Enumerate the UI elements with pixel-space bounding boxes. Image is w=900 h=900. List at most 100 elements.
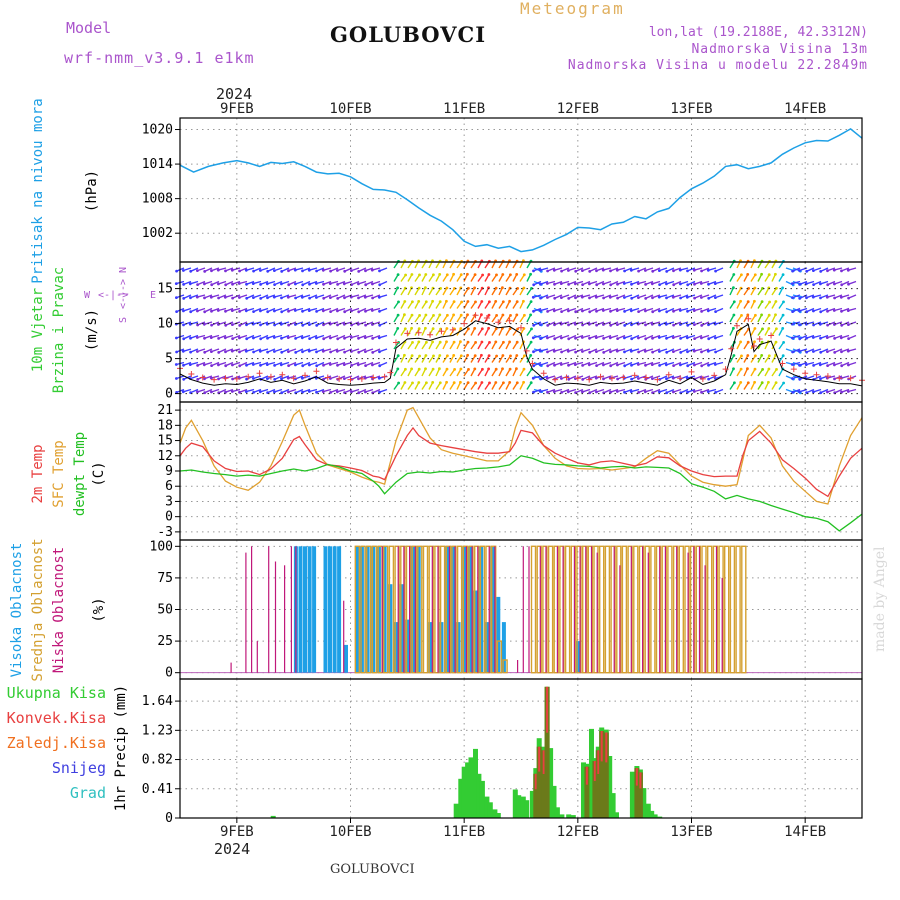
wind-arrow-head	[644, 283, 647, 286]
gust-mark	[608, 375, 615, 382]
wind-arrow-head	[644, 323, 647, 327]
wind-arrow-head	[223, 336, 227, 340]
wind-arrow-head	[273, 309, 276, 313]
wind-arrow-head	[175, 269, 179, 273]
wind-arrow-head	[252, 296, 255, 299]
precip-legend-item: Snijeg	[52, 759, 106, 777]
wind-arrow-head	[411, 300, 414, 304]
wind-arrow-head	[615, 349, 619, 353]
total-precip-bar	[652, 814, 658, 818]
wind-arrow-head	[417, 327, 421, 331]
wind-arrow-head	[410, 273, 414, 276]
wind-arrow-head	[508, 299, 511, 303]
wind-arrow-head	[396, 273, 400, 276]
wind-arrow-head	[629, 309, 633, 313]
wind-arrow-head	[567, 283, 570, 286]
top-date-label: 10FEB	[329, 101, 371, 117]
bottom-date-label: 12FEB	[557, 824, 599, 840]
wind-arrow-head	[217, 296, 221, 300]
wind-arrow-head	[774, 381, 778, 384]
wind-arrow-head	[714, 336, 717, 340]
wind-arrow-head	[644, 309, 647, 313]
wind-arrow-head	[539, 296, 542, 300]
wind-arrow-head	[665, 377, 668, 381]
wind-panel: 0 5 10 15	[157, 259, 865, 403]
wind-arrow-head	[210, 350, 213, 353]
wind-arrow-head	[615, 268, 619, 272]
high-cloud-bar	[456, 622, 461, 673]
wind-arrow-head	[459, 380, 462, 384]
wind-arrow-head	[529, 300, 533, 303]
wind-arrow-head	[644, 363, 647, 367]
wind-arrow-head	[459, 354, 463, 358]
wind-arrow-head	[581, 283, 584, 286]
wind-arrow-head	[692, 349, 696, 353]
mid-cloud-bar	[729, 545, 736, 674]
mid-cloud-bar	[610, 545, 616, 674]
wind-arrow-head	[531, 336, 535, 340]
wind-arrow-head	[336, 363, 339, 367]
wind-arrow-head	[418, 354, 421, 358]
wind-arrow-head	[539, 282, 542, 286]
wind-arrow-head	[532, 350, 535, 354]
total-precip-bar	[559, 814, 565, 818]
wind-arrow-head	[322, 296, 326, 300]
wind-arrow-head	[580, 336, 584, 339]
high-cloud-bar	[365, 546, 370, 673]
mid-cloud-bar	[604, 545, 611, 674]
mid-cloud-bar	[701, 545, 707, 674]
wind-arrow-head	[231, 337, 235, 340]
wind-arrow-head	[714, 296, 717, 299]
wind-arrow-head	[336, 297, 340, 300]
wind-arrow-head	[480, 353, 483, 357]
wind-arrow-head	[301, 309, 304, 313]
conv-precip-cap	[546, 686, 549, 733]
ytick-label: 0	[165, 510, 173, 525]
wind-arrow-head	[567, 297, 571, 300]
wind-arrow-head	[553, 337, 557, 341]
ytick-label: 15	[157, 434, 173, 449]
gust-mark	[790, 366, 797, 373]
wind-arrow-head	[686, 309, 689, 313]
wind-arrow-head	[175, 391, 179, 394]
wind-arrow-head	[754, 354, 757, 358]
wind-arrow-head	[818, 322, 822, 326]
wind-arrow-head	[203, 310, 207, 314]
wind-arrow-head	[446, 313, 449, 317]
wind-arrow-head	[203, 270, 207, 273]
wind-arrow-head	[567, 323, 570, 327]
mid-cloud-bar	[735, 545, 741, 674]
wind-arrow-head	[189, 350, 193, 354]
wind-arrow-head	[650, 363, 654, 366]
high-cloud-bar	[445, 546, 450, 673]
wind-arrow-head	[210, 309, 213, 313]
wind-arrow-head	[466, 340, 470, 344]
wind-arrow-head	[798, 309, 801, 313]
ytick-label: 12	[157, 449, 173, 464]
wind-arrow-head	[826, 390, 829, 394]
wind-arrow-head	[342, 282, 346, 286]
wind-arrow-head	[679, 337, 682, 340]
wind-arrow-head	[573, 282, 577, 286]
wind-arrow-head	[466, 353, 469, 357]
ytick-label: 1.23	[142, 723, 173, 738]
gust-mark	[677, 375, 684, 382]
wind-arrow-head	[371, 282, 374, 286]
total-precip-bar	[566, 814, 572, 818]
wind-arrow-head	[273, 323, 276, 327]
top-date-label: 12FEB	[557, 101, 599, 117]
wind-arrow-head	[459, 327, 463, 330]
conv-precip-bars	[533, 686, 643, 818]
wind-arrow-head	[532, 364, 536, 368]
wind-arrow-head	[238, 364, 242, 368]
wind-arrow-head	[293, 309, 297, 312]
precip-legend-item: Konvek.Kisa	[7, 709, 106, 727]
mid-cloud-bar	[530, 545, 537, 674]
wind-arrow-head	[630, 377, 633, 381]
wind-arrow-head	[774, 340, 778, 344]
wind-arrow-head	[587, 363, 591, 367]
wind-arrow-head	[522, 273, 526, 277]
high-cloud-bar	[355, 546, 360, 673]
wind-arrow-head	[594, 295, 598, 299]
precip-yticks: 0 0.41 0.82 1.23 1.64	[142, 694, 180, 826]
